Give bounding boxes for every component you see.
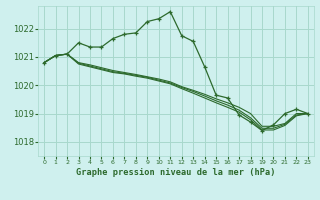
X-axis label: Graphe pression niveau de la mer (hPa): Graphe pression niveau de la mer (hPa) [76, 168, 276, 177]
